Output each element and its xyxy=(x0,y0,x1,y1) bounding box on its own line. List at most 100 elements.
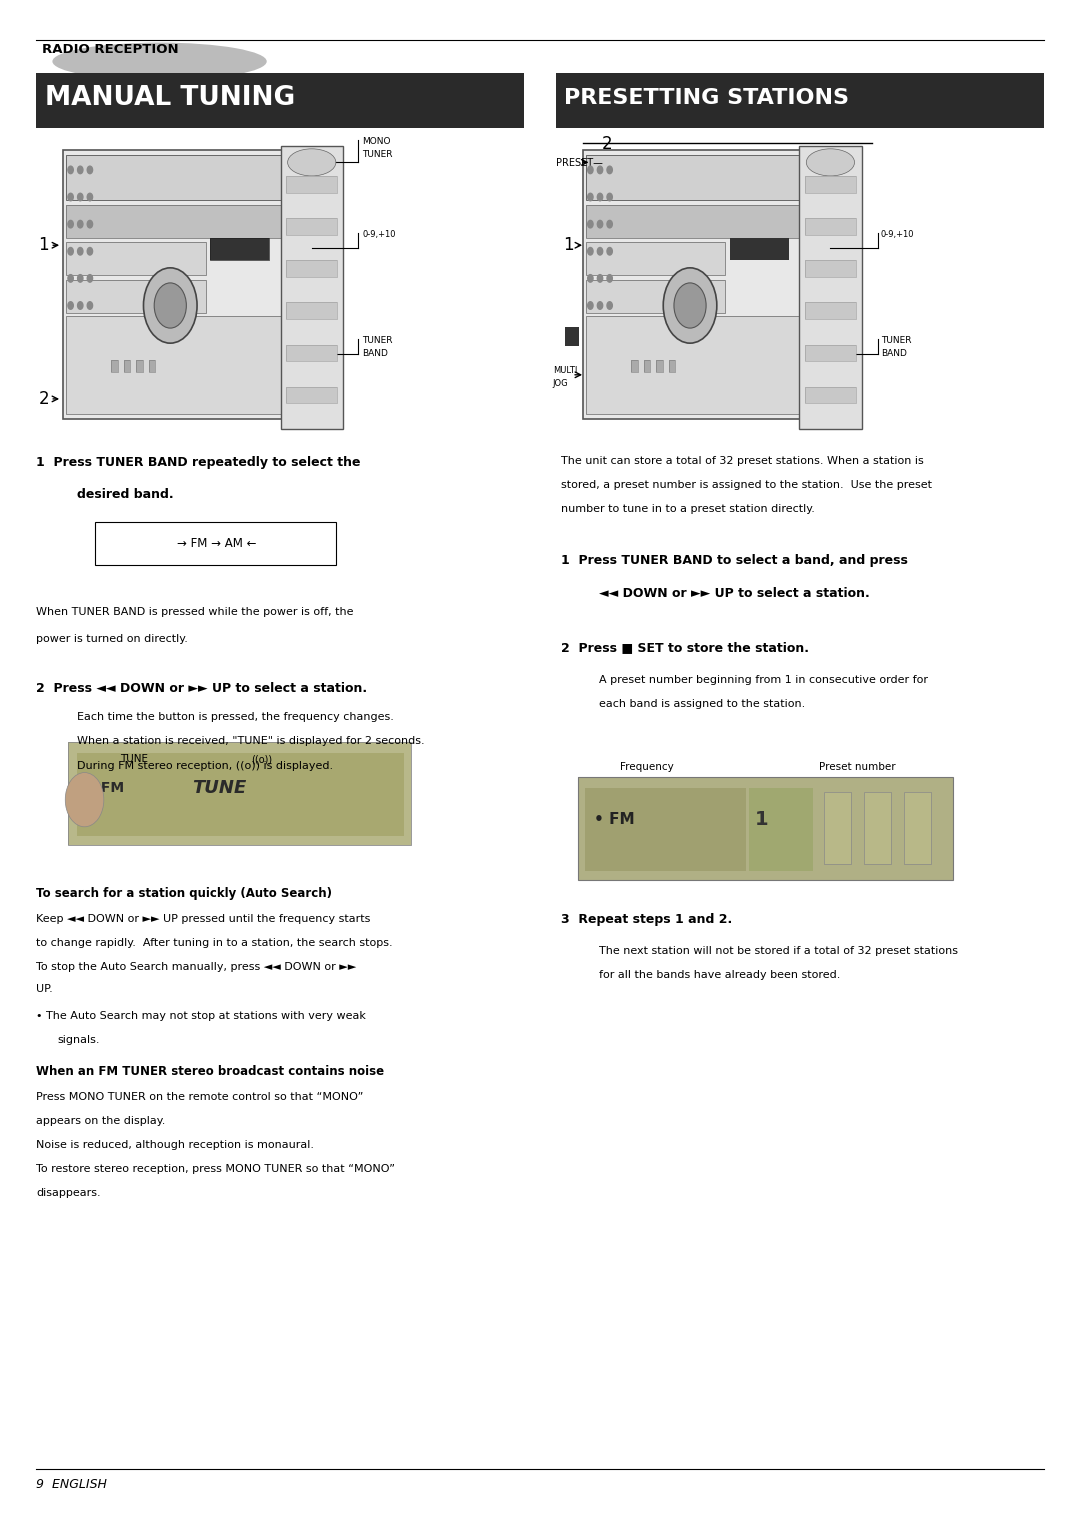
Circle shape xyxy=(588,301,593,309)
Text: Press MONO TUNER on the remote control so that “MONO”: Press MONO TUNER on the remote control s… xyxy=(37,1092,364,1101)
Text: TUNER: TUNER xyxy=(362,336,393,344)
Text: stored, a preset number is assigned to the station.  Use the preset: stored, a preset number is assigned to t… xyxy=(562,480,932,491)
Bar xyxy=(586,205,820,238)
Bar xyxy=(824,792,851,865)
Text: 9  ENGLISH: 9 ENGLISH xyxy=(37,1477,107,1491)
Text: 2  Press ■ SET to store the station.: 2 Press ■ SET to store the station. xyxy=(562,641,809,654)
Circle shape xyxy=(597,167,603,174)
Bar xyxy=(286,218,337,235)
Circle shape xyxy=(68,220,73,227)
Text: •FM: •FM xyxy=(92,780,124,795)
Bar xyxy=(586,242,726,276)
Text: MANUAL TUNING: MANUAL TUNING xyxy=(45,85,295,111)
Bar xyxy=(824,792,851,865)
Bar xyxy=(63,150,305,418)
Text: signals.: signals. xyxy=(57,1035,100,1045)
Text: 0-9,+10: 0-9,+10 xyxy=(881,230,915,239)
Bar xyxy=(124,359,131,371)
Circle shape xyxy=(68,194,73,201)
Text: 0-9,+10: 0-9,+10 xyxy=(362,230,395,239)
Text: 1: 1 xyxy=(564,236,575,255)
Bar xyxy=(585,788,746,871)
Circle shape xyxy=(588,220,593,227)
Bar xyxy=(631,359,637,371)
Circle shape xyxy=(68,274,73,282)
Circle shape xyxy=(588,274,593,282)
Circle shape xyxy=(87,220,93,227)
Circle shape xyxy=(87,301,93,309)
Text: appears on the display.: appears on the display. xyxy=(37,1117,165,1126)
Bar xyxy=(669,359,675,371)
Bar xyxy=(644,359,650,371)
Circle shape xyxy=(78,220,83,227)
Text: 1: 1 xyxy=(39,236,49,255)
Bar xyxy=(583,150,824,418)
Bar xyxy=(586,155,820,200)
Circle shape xyxy=(607,247,612,255)
Bar xyxy=(730,238,788,261)
Text: TUNER: TUNER xyxy=(881,336,912,344)
Bar xyxy=(286,261,337,277)
Circle shape xyxy=(588,167,593,174)
Bar xyxy=(631,359,637,371)
Text: MULTI: MULTI xyxy=(553,365,577,374)
Bar xyxy=(286,303,337,320)
Text: During FM stereo reception, ((o)) is displayed.: During FM stereo reception, ((o)) is dis… xyxy=(77,761,333,771)
Bar xyxy=(68,742,411,845)
Bar xyxy=(669,359,675,371)
Bar xyxy=(281,145,342,429)
Bar xyxy=(586,317,820,414)
Bar xyxy=(286,176,337,192)
Bar xyxy=(586,205,820,238)
Text: 2: 2 xyxy=(39,389,49,408)
Bar xyxy=(864,792,891,865)
Text: • FM: • FM xyxy=(594,812,634,827)
Circle shape xyxy=(597,274,603,282)
Bar xyxy=(578,777,953,880)
Text: 1  Press TUNER BAND to select a band, and press: 1 Press TUNER BAND to select a band, and… xyxy=(562,554,908,567)
Bar xyxy=(77,753,404,836)
Circle shape xyxy=(78,247,83,255)
Bar xyxy=(66,242,205,276)
Bar xyxy=(286,386,337,403)
Bar xyxy=(286,218,337,235)
Text: JOG: JOG xyxy=(553,379,568,388)
Bar xyxy=(286,176,337,192)
Bar xyxy=(210,238,269,261)
Text: desired band.: desired band. xyxy=(77,488,174,501)
Bar xyxy=(864,792,891,865)
Bar xyxy=(904,792,931,865)
Bar xyxy=(805,218,856,235)
Text: 3  Repeat steps 1 and 2.: 3 Repeat steps 1 and 2. xyxy=(562,912,732,926)
Circle shape xyxy=(68,301,73,309)
Text: TUNE: TUNE xyxy=(120,754,148,765)
Bar xyxy=(136,359,143,371)
Text: Preset number: Preset number xyxy=(819,762,895,773)
Text: Keep ◄◄ DOWN or ►► UP pressed until the frequency starts: Keep ◄◄ DOWN or ►► UP pressed until the … xyxy=(37,914,370,924)
Bar xyxy=(805,176,856,192)
Bar xyxy=(149,359,156,371)
Bar xyxy=(149,359,156,371)
Circle shape xyxy=(607,194,612,201)
Ellipse shape xyxy=(807,148,854,176)
Text: TUNE: TUNE xyxy=(192,779,246,797)
Text: to change rapidly.  After tuning in to a station, the search stops.: to change rapidly. After tuning in to a … xyxy=(37,938,393,948)
Ellipse shape xyxy=(53,42,267,80)
Bar xyxy=(66,280,205,314)
Bar xyxy=(124,359,131,371)
Text: PRESET—: PRESET— xyxy=(556,158,603,168)
Text: When an FM TUNER stereo broadcast contains noise: When an FM TUNER stereo broadcast contai… xyxy=(37,1065,384,1077)
Bar xyxy=(805,218,856,235)
Text: 2: 2 xyxy=(603,135,612,153)
Circle shape xyxy=(607,301,612,309)
Bar xyxy=(556,73,1043,127)
Text: BAND: BAND xyxy=(362,348,388,358)
Circle shape xyxy=(597,194,603,201)
Text: → FM → AM ←: → FM → AM ← xyxy=(177,536,256,550)
Circle shape xyxy=(87,194,93,201)
Bar xyxy=(66,317,300,414)
Circle shape xyxy=(674,283,706,329)
Text: 2  Press ◄◄ DOWN or ►► UP to select a station.: 2 Press ◄◄ DOWN or ►► UP to select a sta… xyxy=(37,682,367,695)
Text: UP.: UP. xyxy=(37,983,53,994)
Text: disappears.: disappears. xyxy=(37,1188,100,1198)
